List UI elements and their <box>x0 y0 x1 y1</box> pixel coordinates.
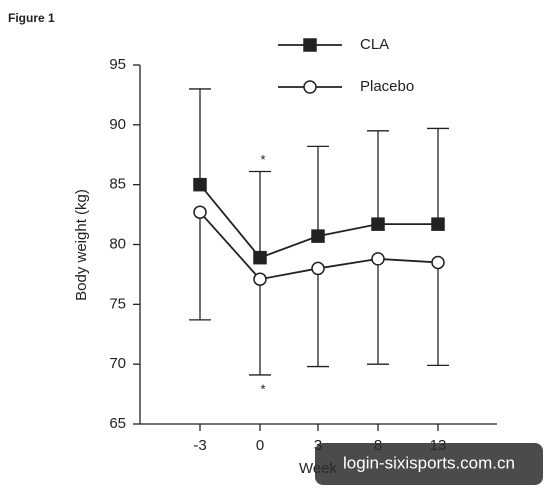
legend-marker <box>303 80 317 94</box>
watermark: login-sixisports.com.cn <box>343 453 515 472</box>
figure-label: Figure 1 <box>8 11 55 25</box>
marker <box>311 261 325 276</box>
legend-label: Placebo <box>360 78 414 95</box>
marker <box>253 250 267 265</box>
marker <box>193 205 207 219</box>
y-tick-label: 70 <box>109 355 126 372</box>
legend-marker <box>303 38 317 52</box>
marker <box>193 177 207 192</box>
y-tick-label: 95 <box>109 56 126 73</box>
y-tick-label: 65 <box>109 415 126 432</box>
marker <box>311 229 325 243</box>
legend-label: CLA <box>360 36 389 53</box>
x-tick-label: 0 <box>256 437 264 454</box>
x-tick-label: -3 <box>193 437 206 454</box>
y-axis-label: Body weight (kg) <box>73 189 90 301</box>
marker <box>371 217 385 231</box>
marker <box>431 217 445 231</box>
y-tick-label: 90 <box>109 116 126 133</box>
annotation: * <box>260 381 265 396</box>
marker <box>371 252 385 266</box>
y-tick-label: 75 <box>109 295 126 312</box>
marker <box>431 255 445 270</box>
y-tick-label: 80 <box>109 235 126 252</box>
marker <box>253 272 267 286</box>
annotation: * <box>260 152 265 167</box>
y-tick-label: 85 <box>109 176 126 193</box>
series-line <box>199 184 438 259</box>
watermark-box <box>315 443 543 485</box>
